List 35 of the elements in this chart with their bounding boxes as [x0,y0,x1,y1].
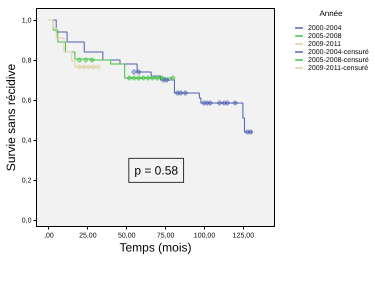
point [132,76,136,80]
point [126,76,132,80]
point [154,76,160,80]
point [222,100,227,106]
x-axis-title: Temps (mois) [119,240,192,254]
point [82,64,87,70]
point [232,100,238,106]
point [150,76,156,80]
point [182,90,188,96]
point [202,100,206,106]
point [178,90,184,96]
point [96,64,101,70]
point [146,76,150,80]
y-axis-title: Survie sans récidive [4,63,18,172]
annotation: p = 0.58 [134,163,178,178]
point [136,70,142,74]
point [86,64,92,70]
legend-title: Année [319,9,344,18]
point [83,58,88,62]
point [204,100,210,106]
point [175,90,180,96]
point [91,64,96,70]
point [248,130,254,134]
point [132,70,136,74]
point [77,64,82,70]
point [164,78,170,82]
point [90,58,94,62]
point [217,100,222,106]
point [208,100,213,106]
point [140,76,146,80]
point [77,58,82,62]
point [170,76,176,80]
point [245,130,250,134]
point [224,100,230,106]
point [136,76,142,80]
